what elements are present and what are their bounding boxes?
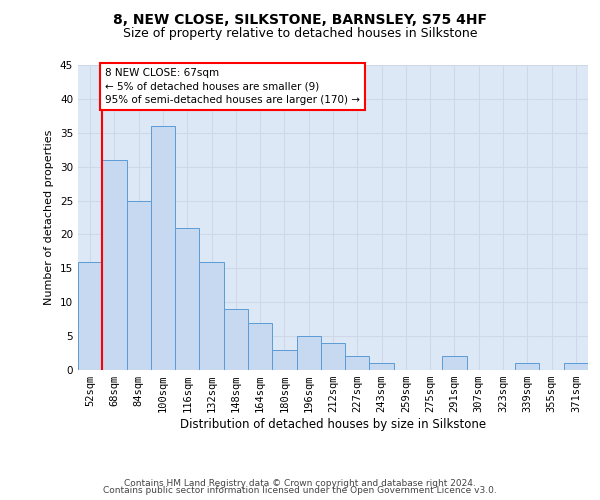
Text: 8 NEW CLOSE: 67sqm
← 5% of detached houses are smaller (9)
95% of semi-detached : 8 NEW CLOSE: 67sqm ← 5% of detached hous…: [105, 68, 360, 105]
Bar: [199, 262, 224, 370]
X-axis label: Distribution of detached houses by size in Silkstone: Distribution of detached houses by size …: [180, 418, 486, 431]
Bar: [345, 356, 370, 370]
Bar: [248, 322, 272, 370]
Bar: [296, 336, 321, 370]
Bar: [321, 343, 345, 370]
Text: Contains HM Land Registry data © Crown copyright and database right 2024.: Contains HM Land Registry data © Crown c…: [124, 478, 476, 488]
Bar: [78, 262, 102, 370]
Bar: [442, 356, 467, 370]
Text: Size of property relative to detached houses in Silkstone: Size of property relative to detached ho…: [123, 28, 477, 40]
Text: Contains public sector information licensed under the Open Government Licence v3: Contains public sector information licen…: [103, 486, 497, 495]
Bar: [272, 350, 296, 370]
Bar: [224, 309, 248, 370]
Bar: [102, 160, 127, 370]
Y-axis label: Number of detached properties: Number of detached properties: [44, 130, 55, 305]
Bar: [515, 363, 539, 370]
Bar: [127, 200, 151, 370]
Bar: [175, 228, 199, 370]
Bar: [151, 126, 175, 370]
Bar: [564, 363, 588, 370]
Bar: [370, 363, 394, 370]
Text: 8, NEW CLOSE, SILKSTONE, BARNSLEY, S75 4HF: 8, NEW CLOSE, SILKSTONE, BARNSLEY, S75 4…: [113, 12, 487, 26]
